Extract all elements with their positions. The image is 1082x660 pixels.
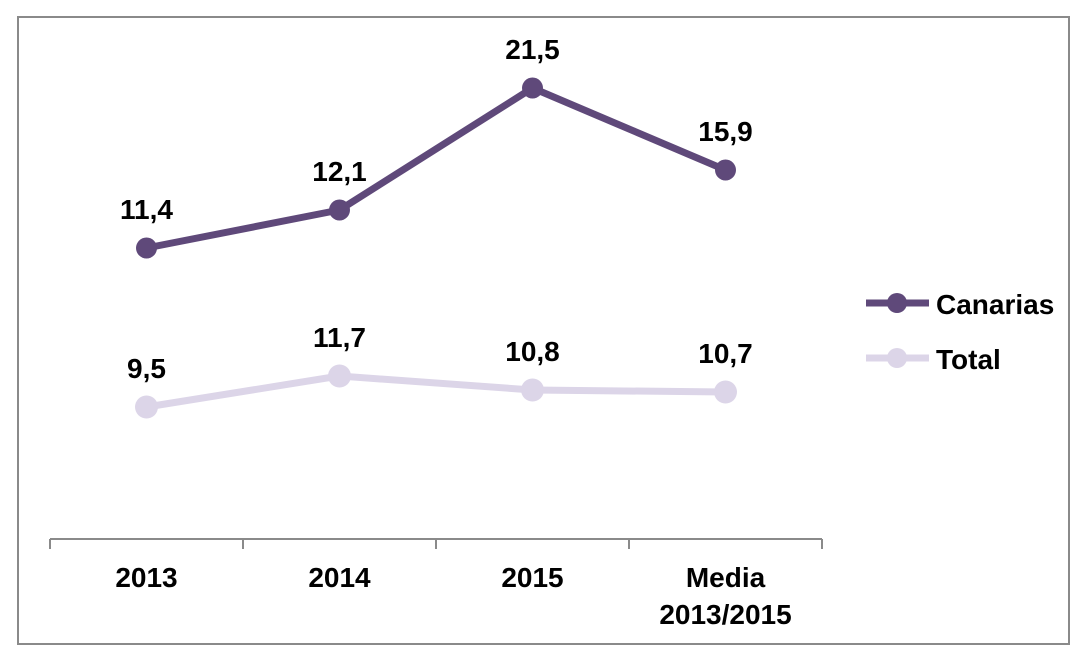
data-point-marker-canarias: [136, 237, 157, 259]
legend-label-canarias: Canarias: [936, 289, 1054, 320]
x-tick-label: 2013/2015: [659, 599, 791, 630]
data-label-canarias: 21,5: [505, 34, 560, 65]
data-label-canarias: 15,9: [698, 116, 753, 147]
legend-marker-canarias: [887, 293, 907, 313]
legend-marker-total: [887, 348, 907, 368]
x-tick-label: 2013: [115, 562, 177, 593]
data-point-marker-canarias: [329, 199, 350, 221]
x-tick-label: 2014: [308, 562, 371, 593]
data-label-total: 11,7: [313, 322, 366, 353]
legend-label-total: Total: [936, 344, 1001, 375]
data-label-canarias: 12,1: [312, 156, 367, 187]
chart-border: [17, 16, 1070, 645]
data-label-total: 9,5: [127, 353, 166, 384]
legend-item-canarias: Canarias: [866, 289, 1054, 320]
series-line-canarias: [143, 84, 729, 252]
data-point-marker-canarias: [522, 77, 543, 99]
data-point-marker-total: [521, 378, 544, 402]
data-label-canarias: 11,4: [120, 194, 173, 225]
data-point-marker-total: [328, 364, 351, 388]
data-point-marker-canarias: [715, 159, 736, 181]
series-line-total: [143, 372, 729, 411]
x-tick-label: 2015: [501, 562, 563, 593]
data-point-marker-total: [714, 380, 737, 404]
x-tick-label: Media: [686, 562, 766, 593]
data-point-marker-total: [135, 395, 158, 419]
legend-item-total: Total: [866, 344, 1001, 375]
data-label-total: 10,8: [505, 336, 560, 367]
data-label-total: 10,7: [698, 338, 753, 369]
legend: Canarias Total: [866, 289, 1054, 375]
